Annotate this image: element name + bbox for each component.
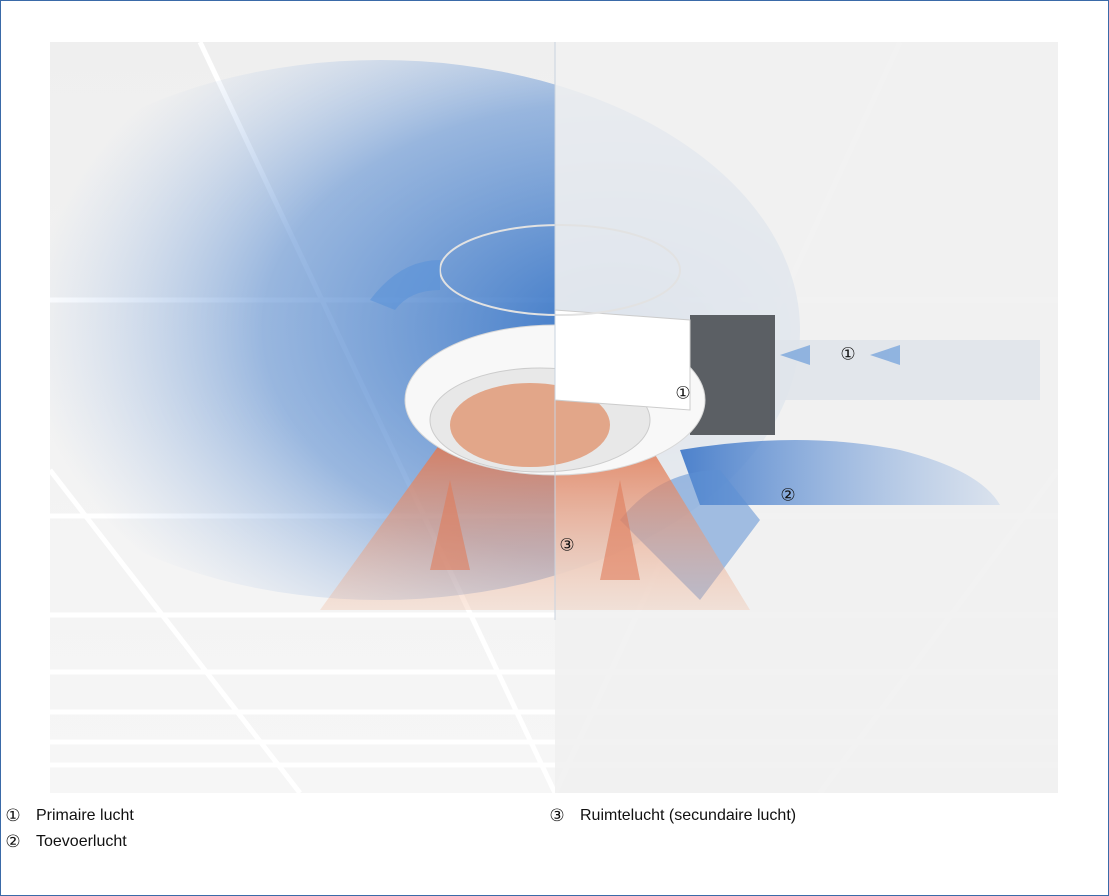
callout: ③ — [559, 535, 574, 554]
legend-label: Primaire lucht — [36, 807, 134, 824]
legend-label: Toevoerlucht — [36, 833, 127, 850]
callout: ① — [840, 344, 855, 363]
callout: ① — [675, 383, 690, 402]
legend-label: Ruimtelucht (secundaire lucht) — [580, 807, 797, 824]
legend-marker: ① — [5, 806, 21, 825]
callout: ② — [780, 485, 795, 504]
legend-item: ③ Ruimtelucht (secundaire lucht) — [548, 806, 796, 826]
legend-marker: ② — [5, 832, 21, 851]
legend-item: ② Toevoerlucht — [4, 832, 127, 852]
legend-marker: ③ — [549, 806, 565, 825]
legend-item: ① Primaire lucht — [4, 806, 134, 826]
scene — [50, 42, 1058, 793]
